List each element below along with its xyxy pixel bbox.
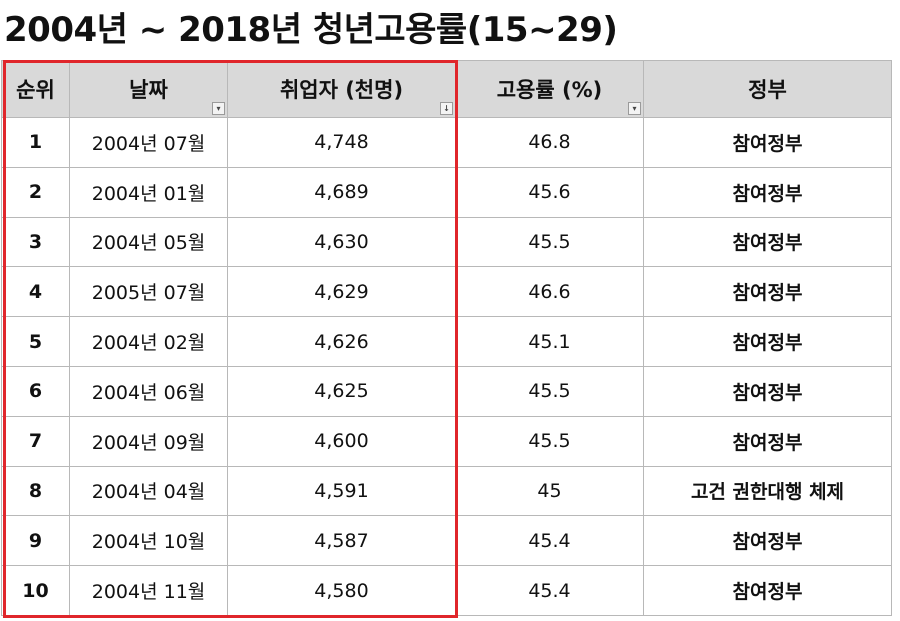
employed-cell[interactable]: 4,748 bbox=[227, 117, 456, 168]
rate-cell[interactable]: 45 bbox=[455, 465, 644, 517]
government-cell[interactable]: 참여정부 bbox=[643, 117, 892, 168]
employed-cell[interactable]: 4,625 bbox=[227, 365, 456, 417]
date-cell[interactable]: 2004년 05월 bbox=[69, 216, 228, 268]
government-cell[interactable]: 고건 권한대행 체제 bbox=[643, 465, 892, 517]
date-cell[interactable]: 2004년 07월 bbox=[69, 117, 228, 168]
government-cell[interactable]: 참여정부 bbox=[643, 216, 892, 268]
government-cell[interactable]: 참여정부 bbox=[643, 415, 892, 467]
header-rank[interactable]: 순위 bbox=[1, 60, 70, 118]
employed-cell[interactable]: 4,591 bbox=[227, 465, 456, 517]
dropdown-arrow-icon[interactable]: ▾ bbox=[628, 102, 641, 115]
header-employed[interactable]: 취업자 (천명) ↓ bbox=[227, 60, 456, 118]
rank-cell[interactable]: 2 bbox=[1, 166, 70, 218]
government-cell[interactable]: 참여정부 bbox=[643, 515, 892, 567]
rate-cell[interactable]: 45.4 bbox=[455, 515, 644, 567]
date-cell[interactable]: 2004년 09월 bbox=[69, 415, 228, 467]
rank-cell[interactable]: 1 bbox=[1, 117, 70, 168]
government-cell[interactable]: 참여정부 bbox=[643, 565, 892, 616]
employed-cell[interactable]: 4,689 bbox=[227, 166, 456, 218]
rate-cell[interactable]: 45.5 bbox=[455, 415, 644, 467]
table-row: 2 2004년 01월 4,689 45.6 참여정부 bbox=[1, 166, 892, 218]
sort-down-icon[interactable]: ↓ bbox=[440, 102, 453, 115]
rank-cell[interactable]: 3 bbox=[1, 216, 70, 268]
government-cell[interactable]: 참여정부 bbox=[643, 316, 892, 367]
government-cell[interactable]: 참여정부 bbox=[643, 166, 892, 218]
rate-cell[interactable]: 45.5 bbox=[455, 216, 644, 268]
date-cell[interactable]: 2004년 06월 bbox=[69, 365, 228, 417]
header-date[interactable]: 날짜 ▾ bbox=[69, 60, 228, 118]
date-cell[interactable]: 2004년 04월 bbox=[69, 465, 228, 517]
employed-cell[interactable]: 4,600 bbox=[227, 415, 456, 467]
employed-cell[interactable]: 4,626 bbox=[227, 316, 456, 367]
data-table: 순위 날짜 ▾ 취업자 (천명) ↓ 고용률 (%) ▾ 정부 1 2004년 0… bbox=[1, 60, 892, 616]
table-row: 3 2004년 05월 4,630 45.5 참여정부 bbox=[1, 216, 892, 268]
date-cell[interactable]: 2004년 01월 bbox=[69, 166, 228, 218]
date-cell[interactable]: 2004년 10월 bbox=[69, 515, 228, 567]
government-cell[interactable]: 참여정부 bbox=[643, 266, 892, 318]
table-row: 5 2004년 02월 4,626 45.1 참여정부 bbox=[1, 316, 892, 367]
rate-cell[interactable]: 46.8 bbox=[455, 117, 644, 168]
employed-cell[interactable]: 4,587 bbox=[227, 515, 456, 567]
rate-cell[interactable]: 45.1 bbox=[455, 316, 644, 367]
rank-cell[interactable]: 10 bbox=[1, 565, 70, 616]
table-row: 7 2004년 09월 4,600 45.5 참여정부 bbox=[1, 415, 892, 467]
rate-cell[interactable]: 46.6 bbox=[455, 266, 644, 318]
date-cell[interactable]: 2004년 02월 bbox=[69, 316, 228, 367]
table-row: 1 2004년 07월 4,748 46.8 참여정부 bbox=[1, 117, 892, 168]
rate-cell[interactable]: 45.5 bbox=[455, 365, 644, 417]
employed-cell[interactable]: 4,630 bbox=[227, 216, 456, 268]
employed-cell[interactable]: 4,629 bbox=[227, 266, 456, 318]
rank-cell[interactable]: 7 bbox=[1, 415, 70, 467]
rank-cell[interactable]: 8 bbox=[1, 465, 70, 517]
sheet-title: 2004년 ~ 2018년 청년고용률(15~29) bbox=[4, 10, 618, 50]
table-row: 4 2005년 07월 4,629 46.6 참여정부 bbox=[1, 266, 892, 318]
funnel-sort-icon[interactable]: ▾ bbox=[212, 102, 225, 115]
rate-cell[interactable]: 45.4 bbox=[455, 565, 644, 616]
government-cell[interactable]: 참여정부 bbox=[643, 365, 892, 417]
table-row: 10 2004년 11월 4,580 45.4 참여정부 bbox=[1, 565, 892, 616]
rank-cell[interactable]: 6 bbox=[1, 365, 70, 417]
rank-cell[interactable]: 9 bbox=[1, 515, 70, 567]
table-row: 9 2004년 10월 4,587 45.4 참여정부 bbox=[1, 515, 892, 567]
table-row: 6 2004년 06월 4,625 45.5 참여정부 bbox=[1, 365, 892, 417]
header-government[interactable]: 정부 bbox=[643, 60, 892, 118]
rate-cell[interactable]: 45.6 bbox=[455, 166, 644, 218]
header-rate[interactable]: 고용률 (%) ▾ bbox=[455, 60, 644, 118]
employed-cell[interactable]: 4,580 bbox=[227, 565, 456, 616]
rank-cell[interactable]: 5 bbox=[1, 316, 70, 367]
rank-cell[interactable]: 4 bbox=[1, 266, 70, 318]
date-cell[interactable]: 2005년 07월 bbox=[69, 266, 228, 318]
header-row: 순위 날짜 ▾ 취업자 (천명) ↓ 고용률 (%) ▾ 정부 bbox=[1, 60, 892, 118]
table-row: 8 2004년 04월 4,591 45 고건 권한대행 체제 bbox=[1, 465, 892, 517]
date-cell[interactable]: 2004년 11월 bbox=[69, 565, 228, 616]
